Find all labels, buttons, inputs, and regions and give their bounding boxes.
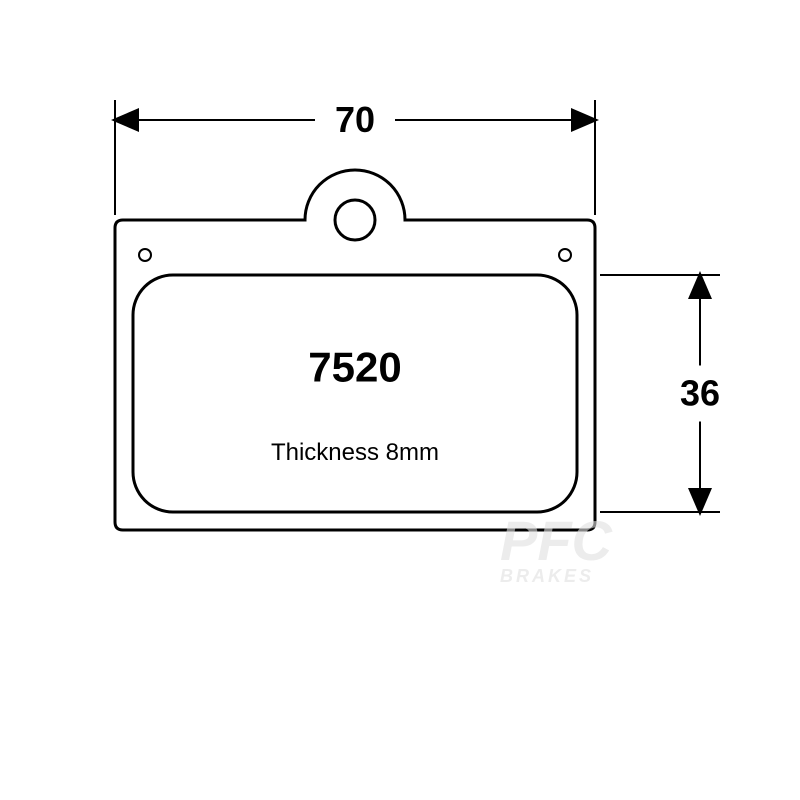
thickness-label: Thickness 8mm xyxy=(271,439,439,466)
width-dimension: 70 xyxy=(335,99,375,140)
height-dimension: 36 xyxy=(680,373,720,414)
part-number: 7520 xyxy=(308,344,401,391)
watermark-main: PFC xyxy=(500,509,614,572)
brake-pad-drawing: 7520 Thickness 8mm 70 36 PFCBRAKES xyxy=(0,0,800,800)
watermark-sub: BRAKES xyxy=(500,566,594,586)
